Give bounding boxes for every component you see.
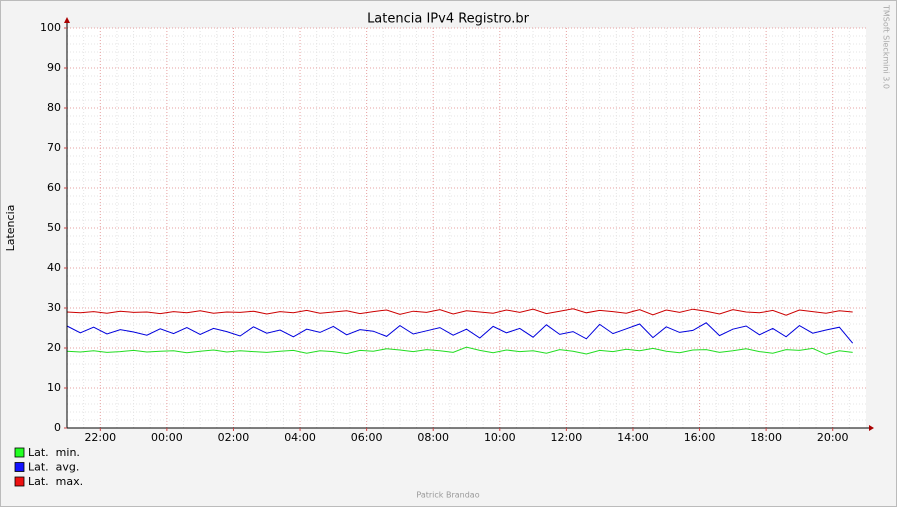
y-tick-label: 30 [47, 301, 61, 314]
series-line [66, 346, 853, 355]
y-tick-label: 100 [40, 21, 61, 34]
legend-label: Lat. min. [28, 446, 80, 459]
x-tick-label: 10:00 [484, 431, 516, 444]
y-tick-label: 40 [47, 261, 61, 274]
x-tick-label: 18:00 [750, 431, 782, 444]
legend-swatch [14, 476, 25, 487]
x-tick-label: 20:00 [817, 431, 849, 444]
x-tick-label: 14:00 [617, 431, 649, 444]
x-arrow [869, 425, 874, 431]
chart-title: Latencia IPv4 Registro.br [367, 12, 530, 27]
legend-label: Lat. max. [28, 475, 83, 488]
series-line [66, 322, 854, 344]
y-tick-label: 90 [47, 61, 61, 74]
y-tick-label: 20 [47, 341, 61, 354]
legend-label: Lat. avg. [28, 461, 79, 474]
legend: Lat. min. Lat. avg.Lat. max. [14, 446, 83, 488]
y-axis-label: Latencia [4, 205, 17, 252]
y-arrow [64, 17, 70, 23]
y-tick-label: 0 [54, 421, 61, 434]
x-tick-label: 12:00 [551, 431, 583, 444]
y-tick-label: 70 [47, 141, 61, 154]
legend-swatch [14, 447, 25, 458]
x-tick-label: 16:00 [684, 431, 716, 444]
footer: Patrick Brandao [416, 491, 479, 500]
x-tick-label: 06:00 [351, 431, 383, 444]
x-tick-label: 08:00 [417, 431, 449, 444]
x-tick-label: 04:00 [284, 431, 316, 444]
series-line [66, 308, 853, 316]
lines [66, 308, 854, 355]
x-tick-label: 22:00 [84, 431, 116, 444]
y-tick-label: 80 [47, 101, 61, 114]
y-tick-label: 60 [47, 181, 61, 194]
x-tick-label: 00:00 [151, 431, 183, 444]
y-tick-label: 10 [47, 381, 61, 394]
y-tick-label: 50 [47, 221, 61, 234]
watermark: TMSoft Sleckmini 3.0 [882, 4, 891, 89]
x-tick-label: 02:00 [218, 431, 250, 444]
legend-swatch [14, 462, 25, 472]
